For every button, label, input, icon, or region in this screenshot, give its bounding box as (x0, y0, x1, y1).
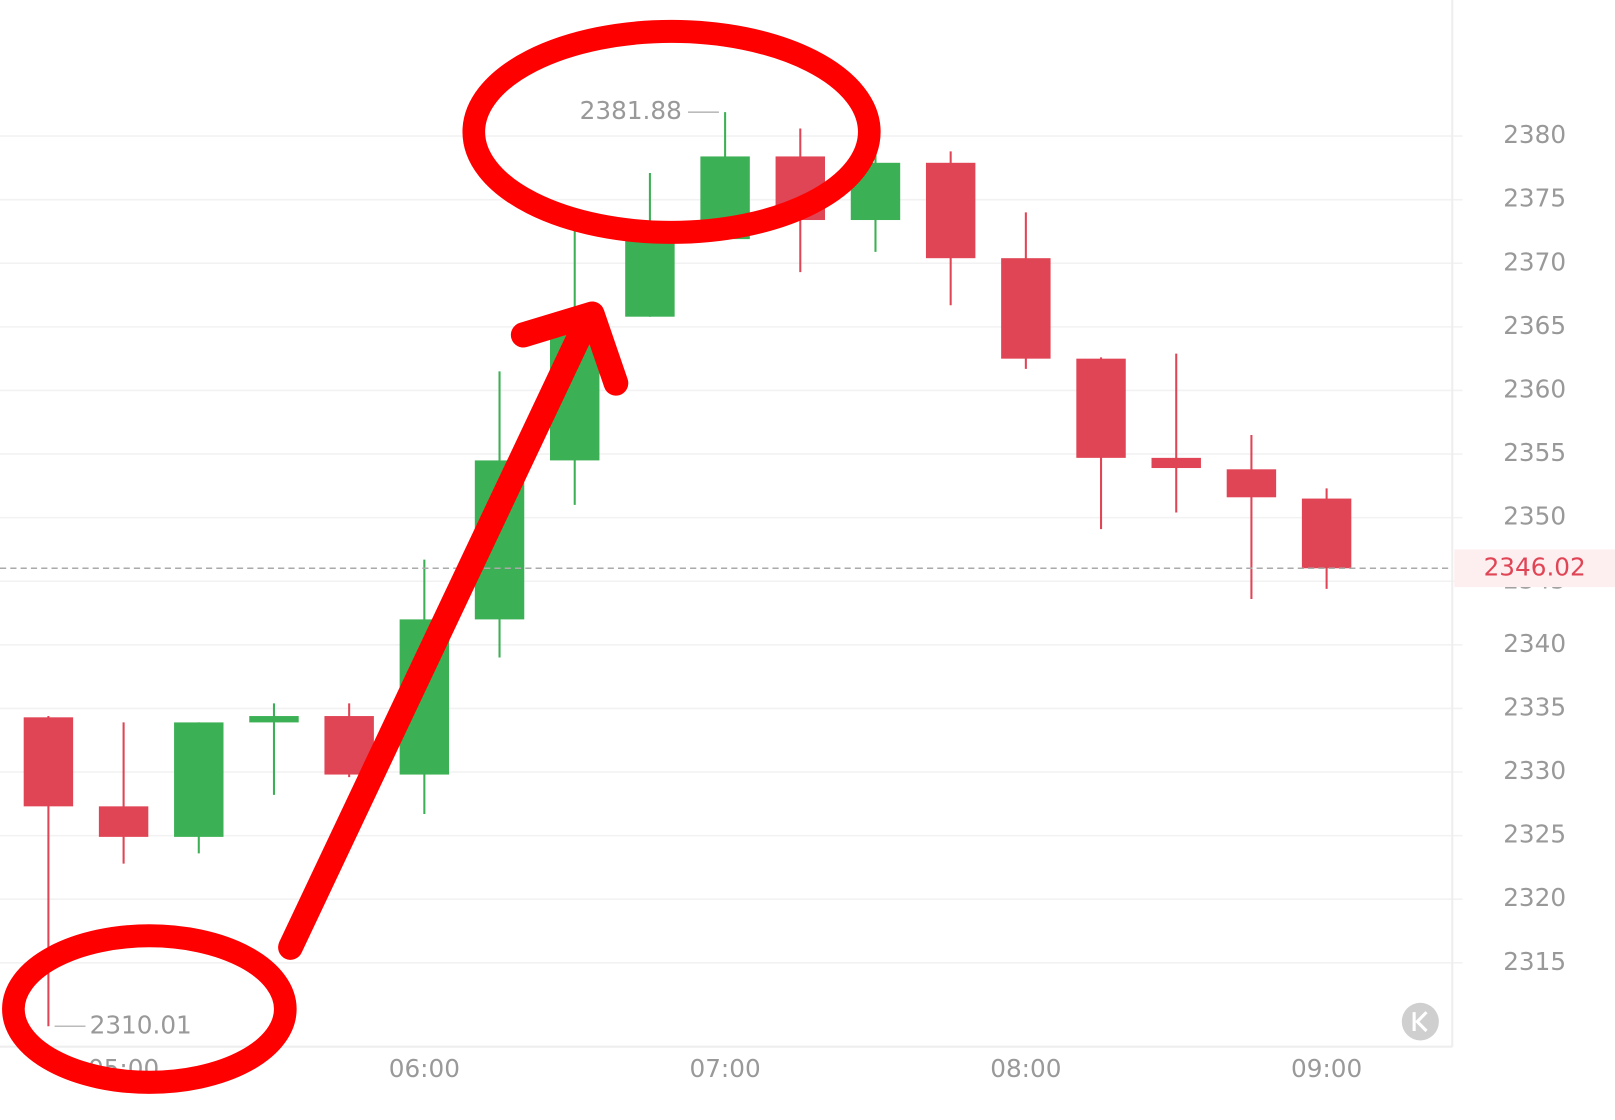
min-price-label: 2310.01 (90, 1010, 192, 1039)
highlight-ellipse (2, 924, 297, 1094)
trend-arrow (278, 301, 629, 960)
candle-body (1226, 469, 1277, 498)
max-price-label: 2381.88 (580, 96, 682, 125)
button-circle[interactable] (1401, 1002, 1439, 1041)
candle-body (249, 716, 299, 723)
y-tick-label: 2320 (1503, 883, 1566, 912)
candle-body (925, 162, 976, 259)
y-tick-label: 2350 (1503, 502, 1566, 531)
y-tick-label: 2330 (1503, 756, 1566, 785)
x-tick-label: 06:00 (389, 1054, 460, 1083)
candle-body (174, 722, 224, 837)
highlight-ellipse (462, 19, 881, 244)
y-tick-label: 2365 (1503, 311, 1566, 340)
last-price-bg (1454, 549, 1615, 588)
candle-body (1151, 457, 1201, 469)
y-tick-label: 2370 (1503, 247, 1566, 276)
candle-body (1076, 358, 1126, 458)
x-tick-label: 09:00 (1291, 1054, 1362, 1083)
y-tick-label: 2375 (1503, 184, 1566, 213)
x-tick-label: 07:00 (690, 1054, 761, 1083)
y-tick-label: 2315 (1503, 947, 1566, 976)
candle-body (23, 717, 74, 807)
candle-body (625, 239, 675, 317)
candle-body (1301, 498, 1352, 569)
kline-button[interactable] (1401, 1002, 1439, 1041)
y-tick-label: 2355 (1503, 438, 1566, 467)
candle-body (1001, 258, 1051, 359)
last-price-label: 2346.02 (1484, 552, 1586, 581)
candle-body (98, 806, 149, 837)
y-tick-label: 2340 (1503, 629, 1566, 658)
y-tick-label: 2335 (1503, 692, 1566, 721)
y-tick-label: 2380 (1503, 120, 1566, 149)
y-tick-label: 2325 (1503, 819, 1566, 848)
button-icon[interactable] (1412, 1011, 1428, 1033)
y-tick-label: 2360 (1503, 374, 1566, 403)
x-tick-label: 08:00 (990, 1054, 1061, 1083)
